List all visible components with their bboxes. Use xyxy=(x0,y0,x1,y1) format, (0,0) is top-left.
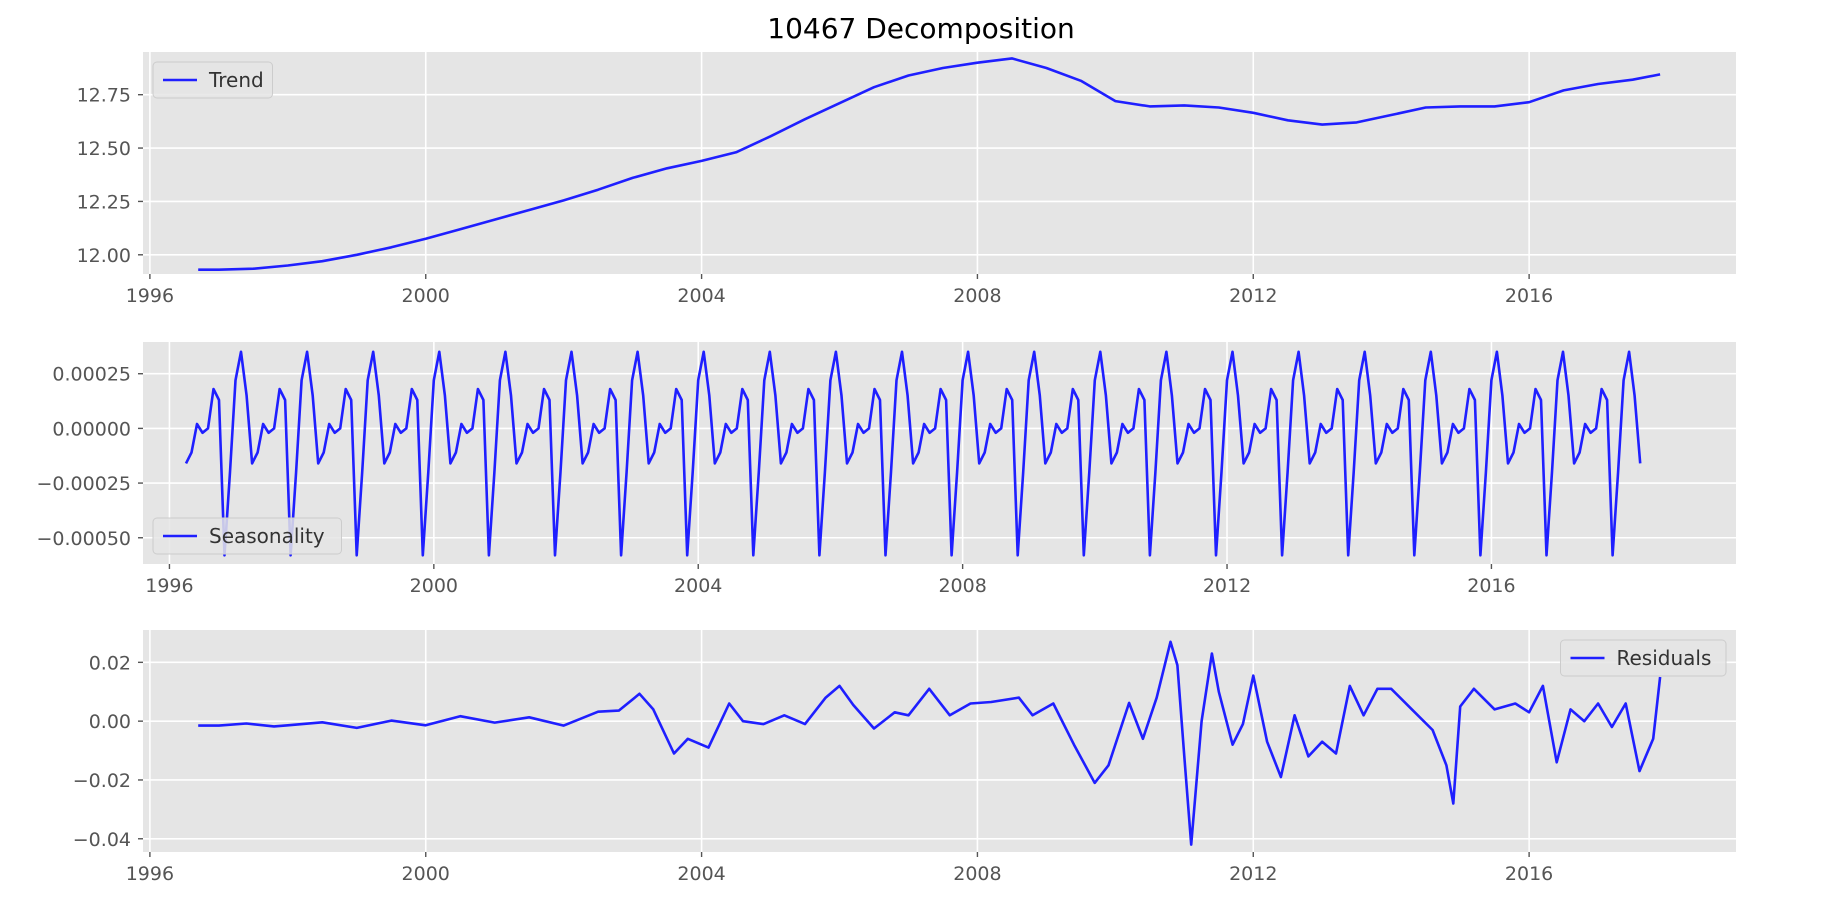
residuals-legend-box xyxy=(1560,639,1727,677)
trend-plot-area xyxy=(143,52,1736,274)
residuals-x-tick-label: 1996 xyxy=(126,863,174,885)
trend-x-tick-label: 2012 xyxy=(1229,285,1277,307)
trend-legend: Trend xyxy=(152,61,273,99)
trend-x-tick-label: 2008 xyxy=(953,285,1001,307)
trend-x-tick-label: 2016 xyxy=(1505,285,1553,307)
trend-line xyxy=(198,57,1661,272)
seasonality-x-tick-label: 2004 xyxy=(674,575,722,597)
seasonality-legend-box xyxy=(152,517,342,555)
seasonality-y-tick-label: −0.00025 xyxy=(37,473,132,495)
residuals-x-tick-label: 2004 xyxy=(677,863,725,885)
residuals-line xyxy=(198,640,1662,846)
seasonality-y-tick-label: 0.00000 xyxy=(52,418,131,440)
seasonality-panel: 1996 2000 2004 2008 2012 2016 −0.00050 −0.00025… xyxy=(37,342,1736,597)
residuals-y-tick-label: −0.04 xyxy=(73,829,131,851)
trend-legend-box xyxy=(152,61,273,99)
seasonality-plot-area xyxy=(143,342,1736,564)
trend-y-tick-label: 12.25 xyxy=(77,191,131,213)
trend-y-tick-label: 12.00 xyxy=(77,245,131,267)
residuals-grid xyxy=(143,630,1736,852)
seasonality-line xyxy=(184,350,1642,557)
residuals-x-tick-label: 2000 xyxy=(402,863,450,885)
trend-legend-label: Trend xyxy=(208,68,264,92)
residuals-y-tick-label: 0.02 xyxy=(89,652,131,674)
trend-x-tick-label: 1996 xyxy=(126,285,174,307)
seasonality-x-tick-label: 2016 xyxy=(1467,575,1515,597)
seasonality-x-tick-label: 1996 xyxy=(145,575,193,597)
seasonality-y-tick-label: −0.00050 xyxy=(37,528,132,550)
residuals-panel: 1996 2000 2004 2008 2012 2016 −0.04 −0.02 0.00 0.… xyxy=(73,630,1736,885)
residuals-y-tick-label: 0.00 xyxy=(89,711,131,733)
residuals-plot-area xyxy=(143,630,1736,852)
trend-x-tick-label: 2004 xyxy=(677,285,725,307)
seasonality-legend-label: Seasonality xyxy=(209,524,325,548)
residuals-x-tick-label: 2016 xyxy=(1505,863,1553,885)
trend-panel: 1996 2000 2004 2008 2012 2016 12.00 12.25 12.50 1… xyxy=(77,52,1736,307)
trend-x-tick-label: 2000 xyxy=(402,285,450,307)
trend-y-tick-label: 12.75 xyxy=(77,85,131,107)
seasonality-legend: Seasonality xyxy=(152,517,342,555)
seasonality-x-tick-label: 2000 xyxy=(410,575,458,597)
residuals-legend-label: Residuals xyxy=(1617,646,1712,670)
residuals-legend: Residuals xyxy=(1560,639,1727,677)
residuals-x-tick-label: 2008 xyxy=(953,863,1001,885)
residuals-x-tick-label: 2012 xyxy=(1229,863,1277,885)
seasonality-y-tick-label: 0.00025 xyxy=(52,364,131,386)
trend-grid xyxy=(143,52,1736,274)
figure-title: 10467 Decomposition xyxy=(767,12,1074,45)
seasonality-x-tick-label: 2012 xyxy=(1203,575,1251,597)
seasonality-x-tick-label: 2008 xyxy=(938,575,986,597)
residuals-y-tick-label: −0.02 xyxy=(73,770,131,792)
trend-y-tick-label: 12.50 xyxy=(77,138,131,160)
